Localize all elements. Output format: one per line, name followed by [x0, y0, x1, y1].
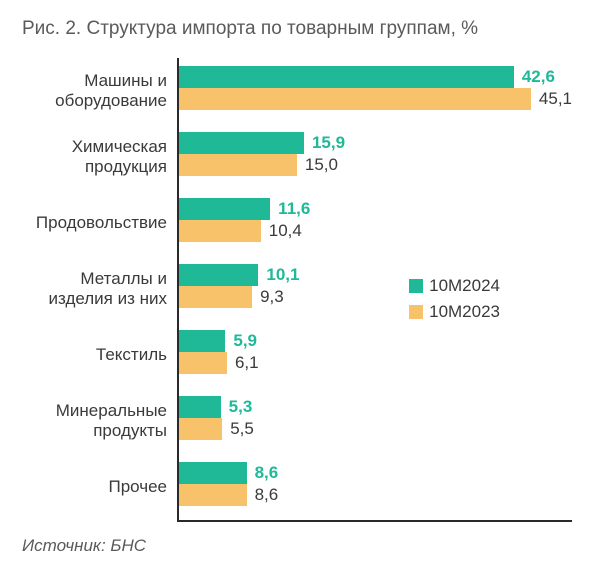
bar: 8,6 [179, 484, 572, 506]
bar-value-label: 5,3 [229, 397, 253, 417]
bar-fill [179, 264, 258, 286]
bar-fill [179, 220, 261, 242]
bar-fill [179, 396, 221, 418]
plot-area: Машины и оборудованиеХимическая продукци… [22, 58, 572, 522]
bar-value-label: 10,1 [266, 265, 299, 285]
category-label: Машины и оборудование [22, 58, 177, 124]
bar-fill [179, 462, 247, 484]
bar: 5,9 [179, 330, 572, 352]
bar: 11,6 [179, 198, 572, 220]
chart-source: Источник: БНС [22, 536, 572, 556]
bar-value-label: 42,6 [522, 67, 555, 87]
bar-fill [179, 198, 270, 220]
category-label: Металлы и изделия из них [22, 256, 177, 322]
bar-value-label: 6,1 [235, 353, 259, 373]
bar-value-label: 45,1 [539, 89, 572, 109]
category-label: Минеральные продукты [22, 388, 177, 454]
bar: 15,0 [179, 154, 572, 176]
bar-value-label: 11,6 [278, 199, 310, 219]
category-label: Прочее [22, 454, 177, 520]
bar-fill [179, 352, 227, 374]
bar-value-label: 8,6 [255, 463, 279, 483]
bar: 5,5 [179, 418, 572, 440]
bar-group: 8,68,6 [179, 454, 572, 520]
bar-value-label: 9,3 [260, 287, 284, 307]
bar-value-label: 5,9 [233, 331, 257, 351]
bar-fill [179, 418, 222, 440]
bar: 10,1 [179, 264, 572, 286]
bar-value-label: 15,9 [312, 133, 345, 153]
bar-value-label: 15,0 [305, 155, 338, 175]
bar: 15,9 [179, 132, 572, 154]
y-axis-labels: Машины и оборудованиеХимическая продукци… [22, 58, 177, 522]
bar-fill [179, 286, 252, 308]
bar-fill [179, 132, 304, 154]
bar-value-label: 10,4 [269, 221, 302, 241]
bar-group: 11,610,4 [179, 190, 572, 256]
bar-group: 15,915,0 [179, 124, 572, 190]
category-label: Химическая продукция [22, 124, 177, 190]
bars-area: 10М202410М2023 42,645,115,915,011,610,41… [177, 58, 572, 522]
bar-group: 10,19,3 [179, 256, 572, 322]
bar-fill [179, 484, 247, 506]
chart-title: Рис. 2. Структура импорта по товарным гр… [22, 18, 572, 40]
bar: 8,6 [179, 462, 572, 484]
bar: 6,1 [179, 352, 572, 374]
chart-container: Рис. 2. Структура импорта по товарным гр… [0, 0, 594, 586]
bar: 45,1 [179, 88, 572, 110]
bar-group: 5,96,1 [179, 322, 572, 388]
bar-fill [179, 154, 297, 176]
category-label: Текстиль [22, 322, 177, 388]
bar-fill [179, 88, 531, 110]
bar: 5,3 [179, 396, 572, 418]
bar: 42,6 [179, 66, 572, 88]
bar-value-label: 5,5 [230, 419, 254, 439]
bar-value-label: 8,6 [255, 485, 279, 505]
bar-fill [179, 330, 225, 352]
bar-group: 5,35,5 [179, 388, 572, 454]
bar-group: 42,645,1 [179, 58, 572, 124]
bar: 10,4 [179, 220, 572, 242]
bar-fill [179, 66, 514, 88]
category-label: Продовольствие [22, 190, 177, 256]
bar: 9,3 [179, 286, 572, 308]
